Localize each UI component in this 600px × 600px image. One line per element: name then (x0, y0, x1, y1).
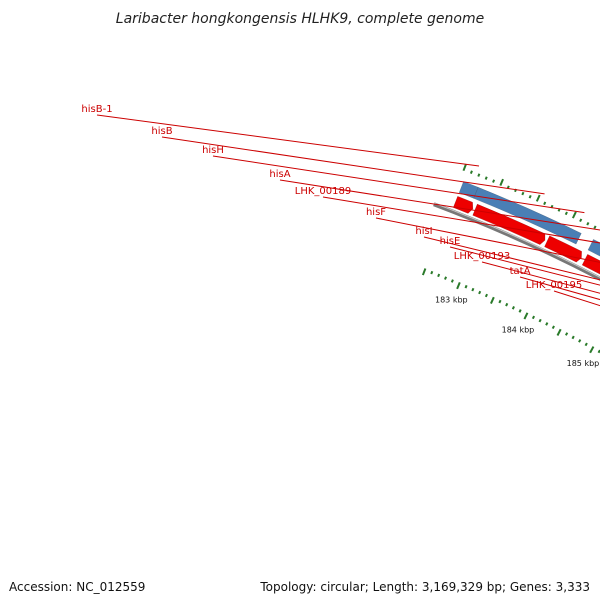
scale-tick (437, 273, 441, 278)
gene-label: LHK_00193 (454, 251, 510, 262)
backbone-line (433, 202, 600, 282)
gene-label: hisI (415, 226, 432, 237)
leader-line (519, 276, 600, 301)
gene-label: hisF (366, 207, 386, 218)
scale-tick (564, 332, 569, 336)
scale-tick (523, 312, 529, 320)
scale-tick (421, 268, 427, 276)
tick-mark (543, 201, 547, 206)
leader-line (481, 261, 600, 294)
tick-mark (499, 178, 504, 186)
leader-line (279, 179, 600, 231)
tick-mark (492, 179, 496, 183)
kbp-label: 184 kbp (502, 326, 535, 335)
scale-tick (511, 306, 515, 310)
scale-tick (471, 287, 475, 292)
tick-mark (571, 211, 577, 219)
leader-line (553, 290, 600, 307)
gene-label: hisE (440, 236, 461, 247)
kbp-label: 185 kbp (567, 359, 600, 368)
scale-tick (444, 276, 448, 280)
gene-label: hisA (269, 169, 290, 180)
scale-tick (538, 318, 542, 323)
scale-tick (450, 279, 454, 283)
scale-tick (464, 284, 468, 289)
scale-tick (518, 309, 522, 313)
tick-mark (484, 176, 488, 180)
tick-mark (528, 194, 532, 199)
tick-mark (586, 221, 590, 226)
tick-mark (564, 211, 568, 216)
leader-line (375, 217, 600, 263)
genome-summary-text: Topology: circular; Length: 3,169,329 bp… (260, 580, 590, 594)
tick-mark (462, 163, 467, 172)
gene-label: hisH (202, 145, 224, 156)
gene-label: hisB-1 (81, 104, 112, 115)
leader-line (161, 136, 545, 195)
leader-line (212, 155, 585, 214)
scale-tick (578, 339, 582, 343)
scale-tick (531, 315, 536, 320)
tick-mark (579, 218, 583, 223)
scale-tick (571, 335, 575, 340)
scale-tick (584, 342, 588, 347)
tick-mark (535, 194, 541, 202)
accession-text: Accession: NC_012559 (9, 580, 146, 594)
scale-tick (505, 302, 509, 307)
scale-tick (456, 282, 461, 290)
scale-tick (490, 296, 495, 304)
leader-line (423, 236, 600, 281)
leader-line (322, 196, 600, 244)
gene-label: hisB (151, 126, 172, 137)
backbone-highlight (434, 202, 600, 278)
scale-tick (551, 325, 555, 330)
gene-label: LHK_00189 (295, 186, 351, 197)
scale-tick (545, 322, 549, 326)
scale-tick (484, 293, 488, 298)
kbp-label: 183 kbp (435, 296, 468, 305)
cds-arrow (544, 235, 582, 263)
gene-label-layer: hisB-1 hisB hisH hisA LHK_00189 hisF hisI hisE L… (81, 104, 600, 307)
tick-mark (593, 225, 597, 230)
leader-line (449, 246, 600, 286)
scale-tick (478, 290, 482, 295)
scale-tick (589, 346, 595, 354)
tick-layer (421, 163, 600, 354)
gene-label: tatA (510, 266, 531, 277)
scale-tick (430, 270, 434, 275)
backbone-layer (433, 202, 600, 282)
map-title: Laribacter hongkongensis HLHK9, complete… (116, 11, 484, 27)
leader-line (96, 114, 480, 167)
tick-mark (469, 170, 473, 174)
tick-mark (521, 191, 525, 196)
scale-tick (556, 328, 562, 336)
scale-tick (498, 299, 502, 304)
gene-feature (587, 238, 600, 257)
gene-label: LHK_00195 (526, 280, 582, 291)
tick-mark (477, 173, 481, 177)
